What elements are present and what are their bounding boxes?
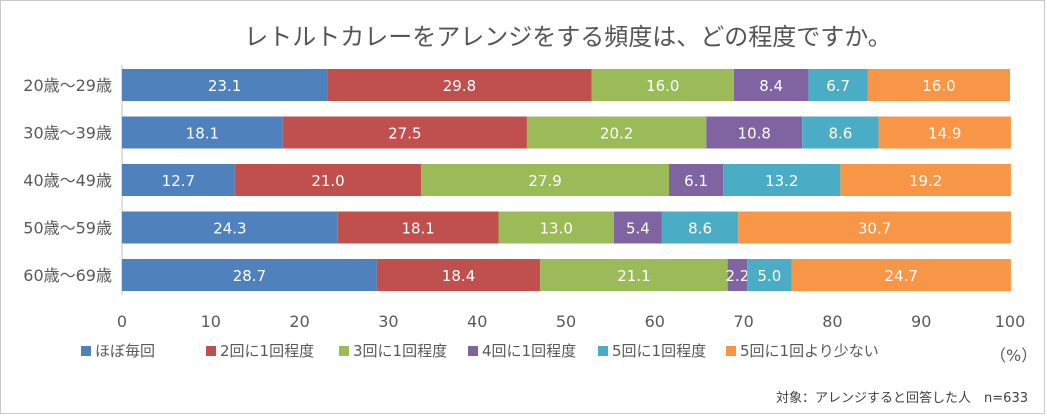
bar-segment: [122, 211, 338, 244]
bar-segment: [234, 164, 422, 196]
data-label: 14.9: [928, 125, 961, 143]
data-label: 20.2: [600, 125, 633, 143]
bar-segment: [723, 164, 841, 196]
legend-label: 5回に1回より少ない: [740, 342, 879, 360]
bar-segment: [791, 259, 1011, 291]
legend-label: 4回に1回程度: [482, 342, 576, 360]
legend-swatch: [468, 346, 478, 356]
legend-swatch: [206, 346, 216, 356]
x-tick-label: 80: [822, 312, 842, 331]
bars-group: 23.1 29.8 16.0 8.4 6.7 16.0 18.1 27.5 20.2 10.8 8.…: [122, 69, 1011, 291]
bar-segment: [327, 69, 592, 101]
bar-segment: [738, 211, 1011, 244]
data-label: 19.2: [909, 172, 942, 190]
bar-segment: [122, 164, 235, 196]
data-label: 30.7: [858, 220, 891, 238]
bar-segment: [733, 69, 809, 101]
legend-swatch: [726, 346, 736, 356]
bar-segment: [498, 211, 614, 244]
data-label: 8.6: [828, 125, 852, 143]
x-tick-label: 50: [556, 312, 576, 331]
legend-label: ほぼ毎回: [95, 342, 155, 360]
bar-segment: [840, 164, 1011, 196]
category-label: 40歳～49歳: [23, 171, 112, 190]
bar-segment: [867, 69, 1010, 101]
legend: ほぼ毎回 2回に1回程度 3回に1回程度 4回に1回程度 5回に1回程度 5回に1回より少…: [81, 342, 879, 360]
bar-segment: [122, 259, 377, 291]
data-label: 24.3: [213, 220, 246, 238]
bar-segment: [376, 259, 541, 291]
data-label: 8.4: [759, 77, 783, 95]
data-label: 27.5: [388, 125, 421, 143]
bar-segment: [540, 259, 728, 291]
data-label: 5.4: [626, 220, 650, 238]
data-label: 16.0: [646, 77, 679, 95]
bar-segment: [802, 116, 879, 149]
data-label: 5.0: [757, 267, 781, 285]
data-label: 23.1: [208, 77, 241, 95]
legend-label: 2回に1回程度: [220, 342, 314, 360]
bar-segment: [706, 116, 803, 149]
bar-segment: [661, 211, 739, 244]
x-tick-label: 10: [201, 312, 221, 331]
bar-segment: [337, 211, 499, 244]
x-tick-label: 60: [645, 312, 665, 331]
bar-segment: [669, 164, 724, 196]
legend-label: 3回に1回程度: [353, 342, 447, 360]
data-label: 28.7: [233, 267, 266, 285]
data-label: 6.7: [826, 77, 850, 95]
footnote: 対象：アレンジすると回答した人 n=633: [776, 390, 1028, 406]
bar-segment: [421, 164, 670, 196]
legend-label: 5回に1回程度: [612, 342, 706, 360]
data-label: 29.8: [443, 77, 476, 95]
x-tick-label: 90: [911, 312, 931, 331]
bar-segment: [727, 259, 748, 291]
legend-swatch: [81, 346, 91, 356]
chart-title: レトルトカレーをアレンジをする頻度は、どの程度ですか。: [244, 23, 892, 51]
legend-swatch: [598, 346, 608, 356]
bar-segment: [122, 69, 328, 101]
x-axis-ticks: 0 10 20 30 40 50 60 70 80 90 100: [117, 312, 1025, 331]
data-label: 16.0: [922, 77, 955, 95]
data-label: 24.7: [885, 267, 918, 285]
x-tick-label: 0: [117, 312, 127, 331]
data-label: 2.2: [725, 267, 749, 285]
data-label: 18.1: [186, 125, 219, 143]
bar-segment: [808, 69, 868, 101]
bar-segment: [526, 116, 707, 149]
data-label: 13.0: [540, 220, 573, 238]
category-label: 20歳～29歳: [23, 76, 112, 95]
bar-segment: [613, 211, 662, 244]
bar-segment: [282, 116, 527, 149]
data-label: 12.7: [162, 172, 195, 190]
data-label: 6.1: [684, 172, 708, 190]
data-label: 21.1: [617, 267, 650, 285]
bar-segment: [747, 259, 792, 291]
data-label: 21.0: [311, 172, 344, 190]
x-tick-label: 30: [378, 312, 398, 331]
bar-segment: [122, 116, 283, 149]
y-axis-labels: 20歳～29歳 30歳～39歳 40歳～49歳 50歳～59歳 60歳～69歳: [23, 76, 112, 285]
x-tick-label: 100: [995, 312, 1026, 331]
x-tick-label: 40: [467, 312, 487, 331]
data-label: 10.8: [738, 125, 771, 143]
x-tick-label: 70: [733, 312, 753, 331]
data-label: 13.2: [765, 172, 798, 190]
data-label: 18.4: [442, 267, 475, 285]
bar-segment: [878, 116, 1011, 149]
data-label: 8.6: [688, 220, 712, 238]
category-label: 60歳～69歳: [23, 266, 112, 285]
x-axis-unit: （%）: [990, 346, 1037, 365]
data-label: 18.1: [401, 220, 434, 238]
x-tick-label: 20: [289, 312, 309, 331]
legend-swatch: [339, 346, 349, 356]
category-label: 30歳～39歳: [23, 124, 112, 143]
category-label: 50歳～59歳: [23, 219, 112, 238]
data-label: 27.9: [528, 172, 561, 190]
bar-segment: [591, 69, 734, 101]
